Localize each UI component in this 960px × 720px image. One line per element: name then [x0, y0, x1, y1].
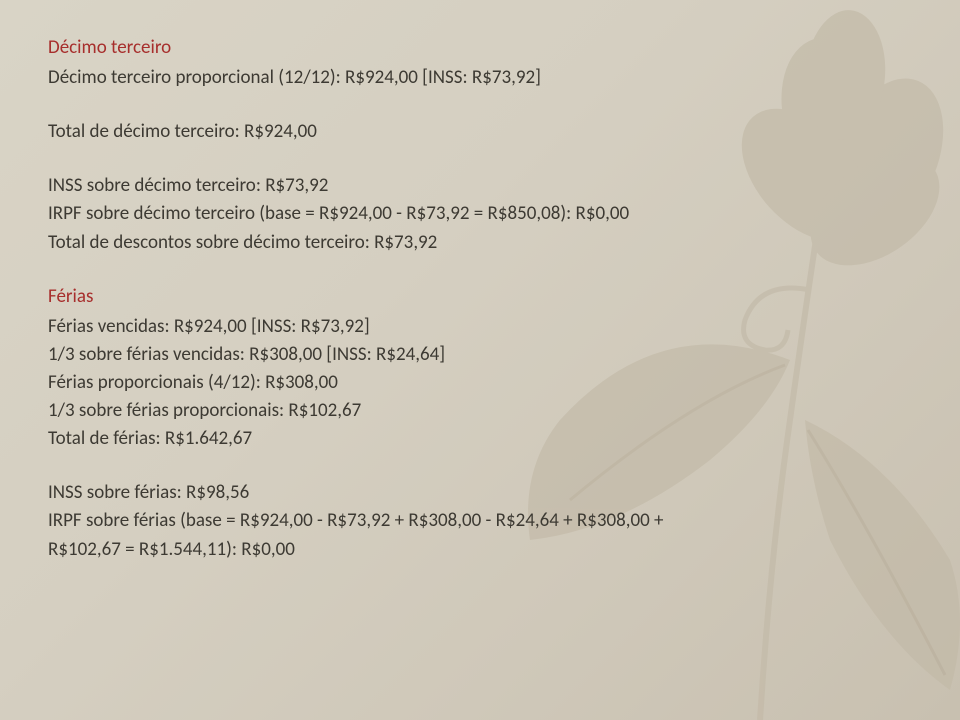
- section-title-decimo: Décimo terceiro: [48, 34, 912, 62]
- slide-content: Décimo terceiro Décimo terceiro proporci…: [0, 0, 960, 598]
- section-title-ferias: Férias: [48, 283, 912, 311]
- text-line: Total de férias: R$1.642,67: [48, 425, 912, 453]
- text-line: Férias proporcionais (4/12): R$308,00: [48, 369, 912, 397]
- text-line: Total de descontos sobre décimo terceiro…: [48, 229, 912, 257]
- text-line: 1/3 sobre férias proporcionais: R$102,67: [48, 397, 912, 425]
- text-line: 1/3 sobre férias vencidas: R$308,00 [INS…: [48, 341, 912, 369]
- text-line: Total de décimo terceiro: R$924,00: [48, 118, 912, 146]
- text-line: INSS sobre décimo terceiro: R$73,92: [48, 172, 912, 200]
- text-line: INSS sobre férias: R$98,56: [48, 479, 912, 507]
- text-line: R$102,67 = R$1.544,11): R$0,00: [48, 536, 912, 564]
- text-line: Férias vencidas: R$924,00 [INSS: R$73,92…: [48, 313, 912, 341]
- text-line: Décimo terceiro proporcional (12/12): R$…: [48, 64, 912, 92]
- text-line: IRPF sobre férias (base = R$924,00 - R$7…: [48, 507, 912, 535]
- text-line: IRPF sobre décimo terceiro (base = R$924…: [48, 200, 912, 228]
